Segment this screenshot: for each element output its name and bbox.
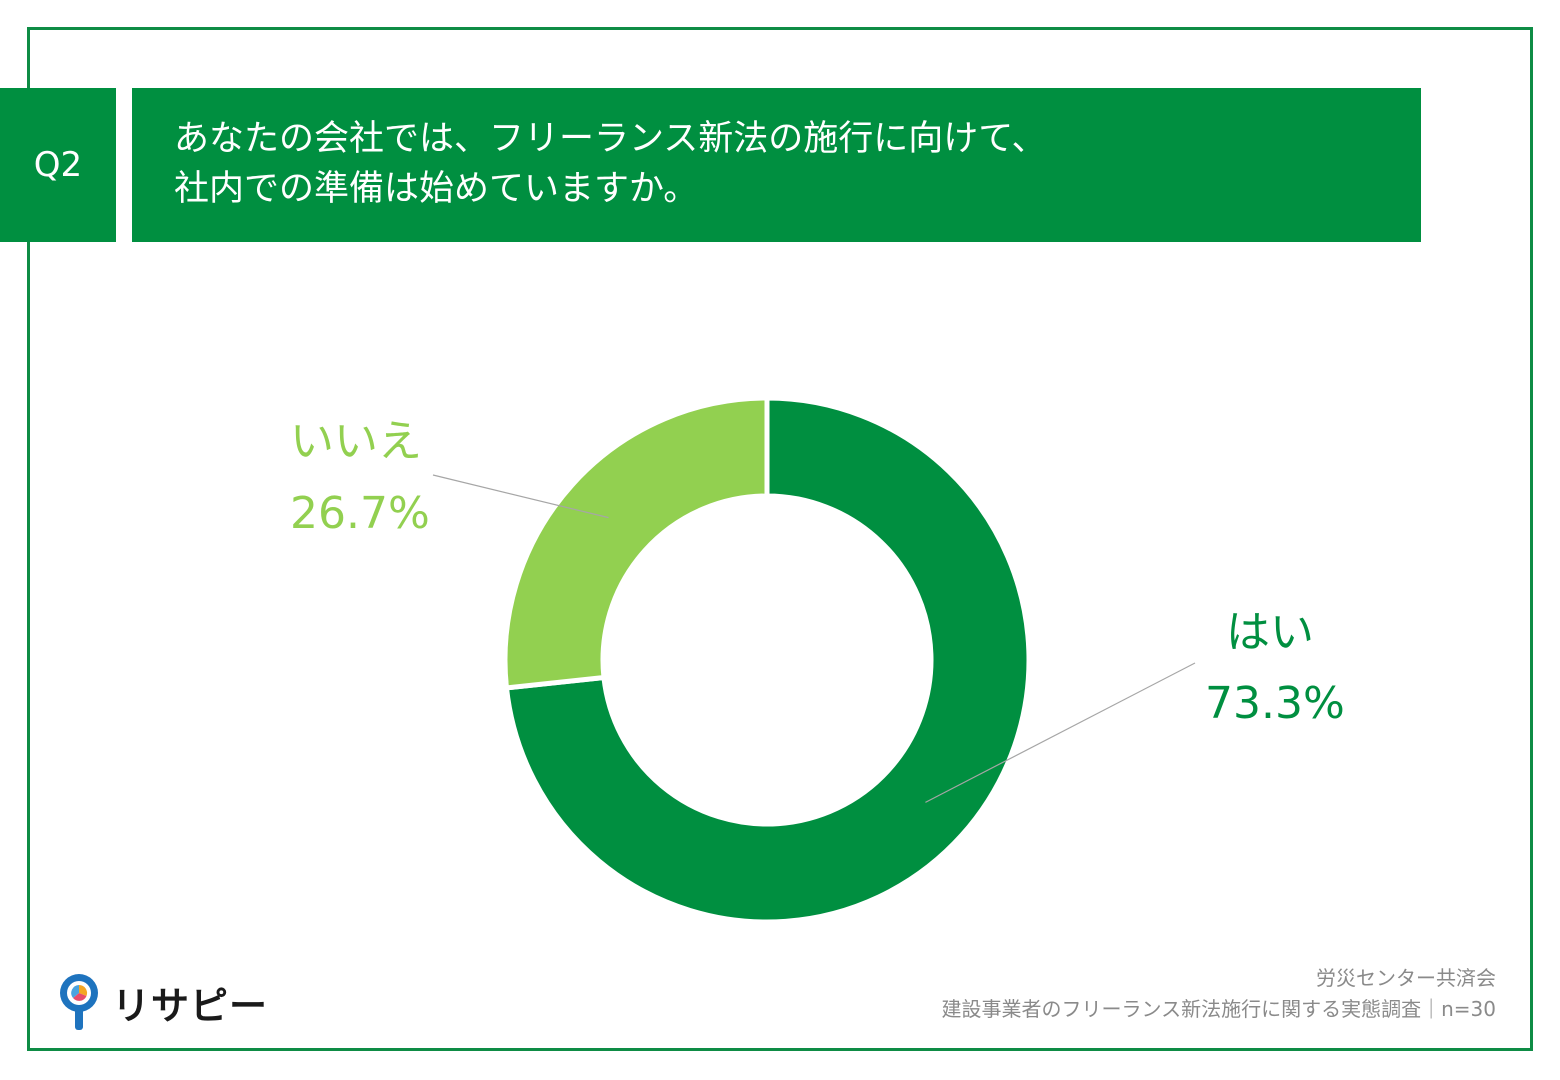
slide-frame xyxy=(27,27,1533,1051)
leader-line-yes xyxy=(925,662,1196,803)
source-note: 労災センター共済会 建設事業者のフリーランス新法施行に関する実態調査｜n=30 xyxy=(942,963,1496,1025)
question-number: Q2 xyxy=(33,145,83,185)
label-no-category: いいえ xyxy=(290,416,422,467)
risapy-logo-text: リサピー xyxy=(112,983,269,1028)
source-line-1: 労災センター共済会 xyxy=(1316,966,1496,990)
risapy-logo: リサピー xyxy=(56,972,268,1032)
question-number-badge: Q2 xyxy=(0,88,116,242)
leader-line-no xyxy=(432,474,609,519)
label-yes-value: 73.3% xyxy=(1205,678,1345,729)
question-line-1: あなたの会社では、フリーランス新法の施行に向けて、 xyxy=(174,119,1047,159)
donut-slice-yes xyxy=(503,395,1032,925)
question-line-2: 社内での準備は始めていますか。 xyxy=(174,169,699,209)
risapy-logo-icon xyxy=(60,974,98,1030)
question-banner: あなたの会社では、フリーランス新法の施行に向けて、 社内での準備は始めていますか… xyxy=(132,88,1421,242)
label-no-value: 26.7% xyxy=(290,488,430,539)
source-line-2: 建設事業者のフリーランス新法施行に関する実態調査｜n=30 xyxy=(941,997,1496,1021)
label-yes-category: はい xyxy=(1226,607,1314,658)
donut-slice-no xyxy=(502,395,770,691)
